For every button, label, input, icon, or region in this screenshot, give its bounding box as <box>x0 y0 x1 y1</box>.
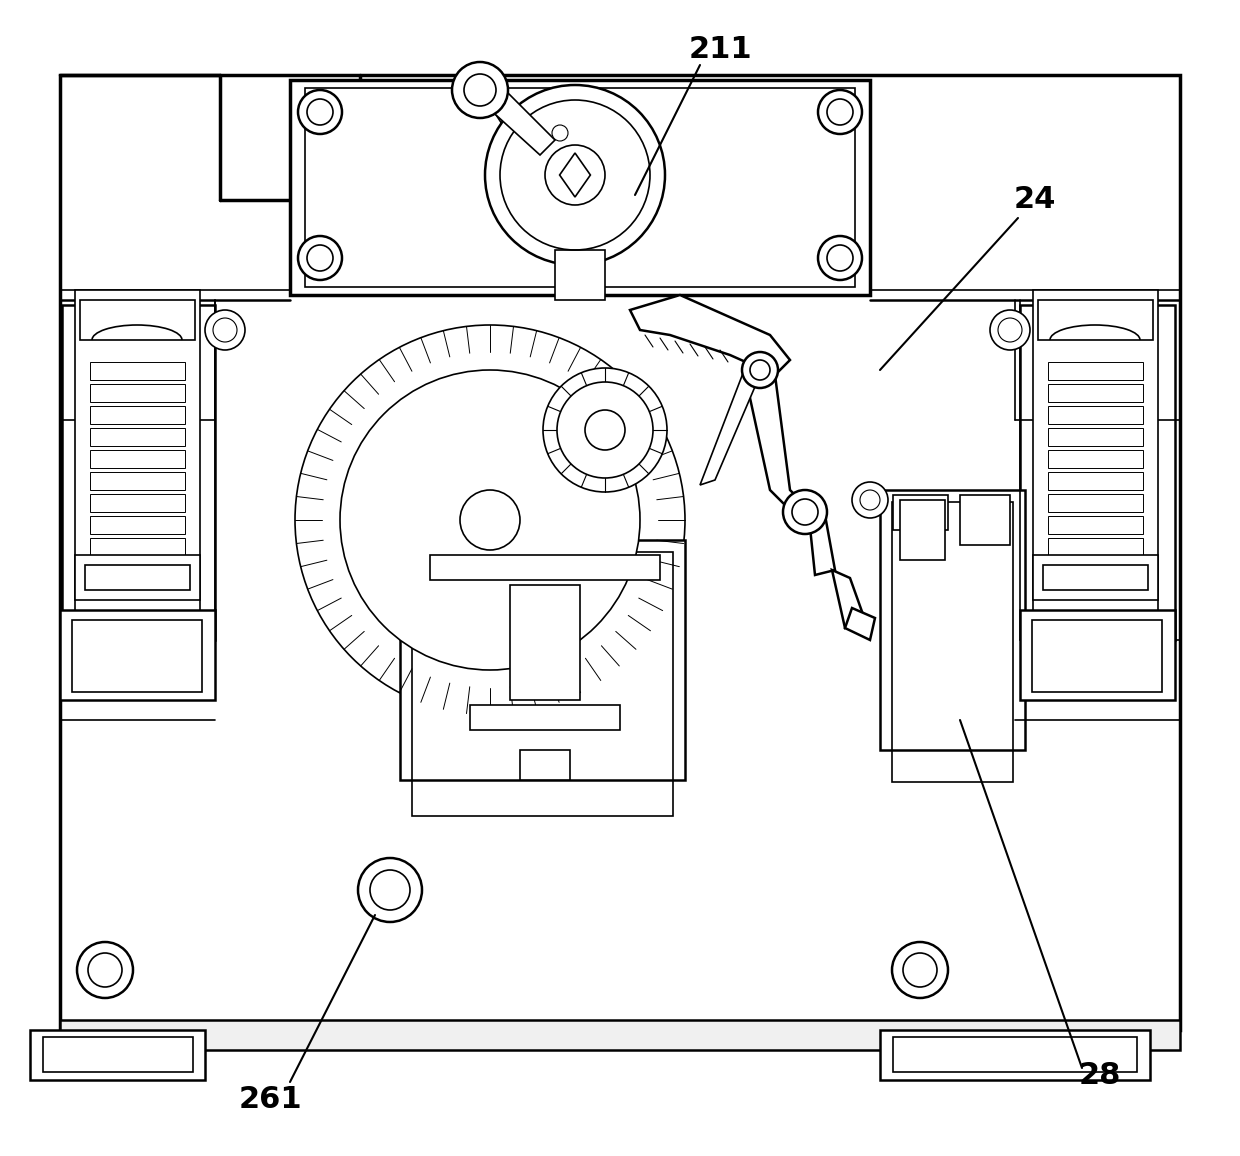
Bar <box>1048 494 1143 512</box>
Circle shape <box>546 144 605 205</box>
Circle shape <box>340 370 640 670</box>
Bar <box>86 565 190 590</box>
Circle shape <box>77 942 133 998</box>
Bar <box>91 406 185 424</box>
Text: 24: 24 <box>1014 185 1056 215</box>
Bar <box>1032 620 1162 692</box>
Circle shape <box>298 90 342 134</box>
Circle shape <box>557 381 653 477</box>
Bar <box>60 610 215 701</box>
Text: 211: 211 <box>688 36 751 65</box>
Bar <box>91 538 185 556</box>
Bar <box>43 1037 193 1072</box>
Circle shape <box>295 325 684 716</box>
Circle shape <box>782 490 827 534</box>
Circle shape <box>460 490 520 550</box>
Text: 261: 261 <box>238 1085 301 1114</box>
Bar <box>30 1030 205 1080</box>
Bar <box>91 560 185 578</box>
Circle shape <box>585 410 625 450</box>
Bar <box>412 553 673 816</box>
Bar <box>1048 560 1143 578</box>
Circle shape <box>852 482 888 518</box>
Circle shape <box>552 125 568 141</box>
Bar <box>74 290 200 635</box>
Bar <box>1048 428 1143 446</box>
Bar <box>1021 610 1176 701</box>
Circle shape <box>358 858 422 922</box>
Polygon shape <box>559 153 590 197</box>
Circle shape <box>205 310 246 350</box>
Bar <box>470 705 620 729</box>
Circle shape <box>543 368 667 492</box>
Bar <box>1048 362 1143 380</box>
Bar <box>401 540 684 780</box>
Polygon shape <box>630 295 790 375</box>
Circle shape <box>485 86 665 265</box>
Bar <box>880 1030 1149 1080</box>
Bar <box>60 75 1180 1030</box>
Bar <box>893 495 949 529</box>
Bar <box>62 305 215 640</box>
Bar <box>510 585 580 701</box>
Bar <box>892 502 1013 781</box>
Polygon shape <box>745 370 810 516</box>
Polygon shape <box>844 608 875 640</box>
Bar <box>1021 305 1176 640</box>
Bar <box>290 80 870 295</box>
Circle shape <box>742 351 777 388</box>
Bar <box>72 620 202 692</box>
Bar <box>960 495 1011 544</box>
Bar <box>1048 450 1143 468</box>
Polygon shape <box>701 368 760 486</box>
Bar <box>91 428 185 446</box>
Bar <box>81 301 195 340</box>
Bar <box>1048 538 1143 556</box>
Circle shape <box>818 90 862 134</box>
Circle shape <box>990 310 1030 350</box>
Bar <box>430 555 660 580</box>
Polygon shape <box>485 86 556 155</box>
Bar <box>520 750 570 780</box>
Text: 28: 28 <box>1079 1060 1121 1089</box>
Bar <box>91 362 185 380</box>
Bar <box>900 501 945 560</box>
Bar <box>1033 555 1158 600</box>
Bar <box>556 250 605 301</box>
Circle shape <box>453 62 508 118</box>
Bar <box>91 494 185 512</box>
Bar <box>893 1037 1137 1072</box>
Bar <box>305 88 856 287</box>
Bar <box>1033 290 1158 635</box>
Bar <box>1048 516 1143 534</box>
Bar <box>91 450 185 468</box>
Circle shape <box>298 236 342 280</box>
Bar <box>74 555 200 600</box>
Bar <box>60 1020 1180 1050</box>
Bar <box>1048 384 1143 402</box>
Bar <box>91 516 185 534</box>
Bar <box>1043 565 1148 590</box>
Circle shape <box>818 236 862 280</box>
Circle shape <box>892 942 949 998</box>
Polygon shape <box>832 570 866 628</box>
Bar <box>1048 472 1143 490</box>
Bar <box>91 472 185 490</box>
Bar <box>1038 301 1153 340</box>
Polygon shape <box>808 507 835 575</box>
Bar <box>880 490 1025 750</box>
Bar <box>1048 406 1143 424</box>
Bar <box>91 384 185 402</box>
